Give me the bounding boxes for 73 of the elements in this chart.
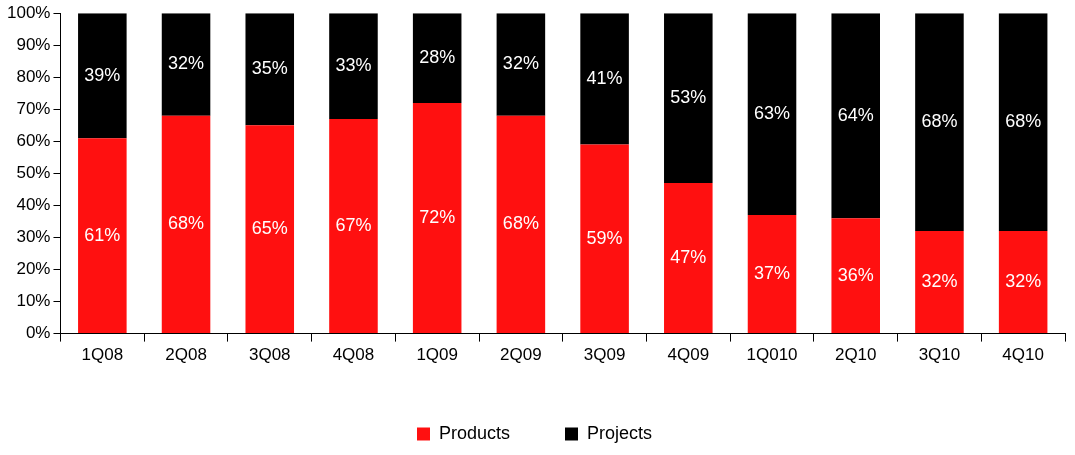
data-label: 68% (168, 213, 205, 234)
y-tick-label: 50% (16, 163, 51, 183)
data-label: 32% (1005, 271, 1042, 292)
bar (496, 115, 546, 334)
bar (245, 13, 295, 126)
bar (831, 218, 880, 334)
data-label: 72% (419, 206, 456, 227)
data-label: 64% (837, 104, 874, 125)
bar (998, 231, 1048, 334)
bar (580, 13, 629, 145)
legend-label: Projects (587, 422, 653, 443)
data-label: 63% (754, 103, 791, 124)
y-tick-label: 30% (16, 227, 51, 247)
x-tick-label: 3Q10 (918, 345, 961, 365)
bar (412, 102, 462, 334)
data-label: 32% (921, 271, 958, 292)
bar (664, 183, 713, 334)
data-label: 37% (754, 263, 791, 284)
bar (329, 118, 378, 334)
x-tick-label: 1Q08 (81, 345, 124, 365)
x-tick-label: 4Q09 (667, 345, 710, 365)
bar (161, 13, 211, 116)
data-label: 28% (419, 47, 456, 68)
x-tick-label: 2Q10 (834, 345, 877, 365)
data-label: 41% (586, 67, 623, 88)
bar (580, 144, 629, 334)
y-tick-label: 70% (16, 99, 51, 119)
bar (831, 13, 880, 219)
data-label: 53% (670, 87, 707, 108)
bar (747, 215, 797, 334)
x-tick-label: 2Q08 (165, 345, 207, 365)
legend-label: Products (438, 422, 511, 443)
y-tick-label: 40% (16, 195, 51, 215)
bar (329, 13, 378, 119)
x-tick-label: 1Q010 (746, 345, 798, 365)
data-label: 61% (84, 224, 121, 245)
x-tick-label: 4Q10 (1002, 345, 1044, 365)
data-label: 39% (84, 64, 121, 85)
bar (496, 13, 546, 116)
data-label: 65% (251, 218, 288, 239)
y-tick-label: 60% (16, 131, 51, 151)
x-tick-label: 2Q09 (500, 345, 542, 365)
bar (747, 13, 797, 216)
bar (915, 231, 964, 334)
data-label: 68% (1005, 111, 1042, 132)
bar (998, 13, 1048, 232)
data-label: 59% (586, 227, 623, 248)
bar (245, 125, 295, 334)
y-tick-label: 20% (16, 259, 51, 279)
bar (78, 138, 127, 334)
data-label: 67% (335, 214, 372, 235)
x-tick-label: 3Q09 (583, 345, 626, 365)
bar (78, 13, 127, 139)
x-tick-label: 4Q08 (332, 345, 375, 365)
bar (412, 13, 462, 103)
bar (664, 13, 713, 184)
data-label: 32% (502, 53, 539, 74)
y-tick-label: 100% (7, 2, 51, 22)
y-tick-label: 80% (16, 66, 51, 86)
bar (161, 115, 211, 334)
x-tick-label: 3Q08 (248, 345, 291, 365)
data-label: 68% (921, 111, 958, 132)
data-label: 68% (502, 213, 539, 234)
data-label: 35% (251, 58, 288, 79)
y-tick-label: 0% (25, 323, 51, 343)
data-label: 47% (670, 247, 707, 268)
y-tick-label: 90% (16, 34, 51, 54)
data-label: 36% (837, 264, 874, 285)
x-tick-label: 1Q09 (416, 345, 458, 365)
data-label: 32% (168, 53, 205, 74)
bar (915, 13, 964, 232)
y-tick-label: 10% (16, 291, 51, 311)
data-label: 33% (335, 55, 372, 76)
